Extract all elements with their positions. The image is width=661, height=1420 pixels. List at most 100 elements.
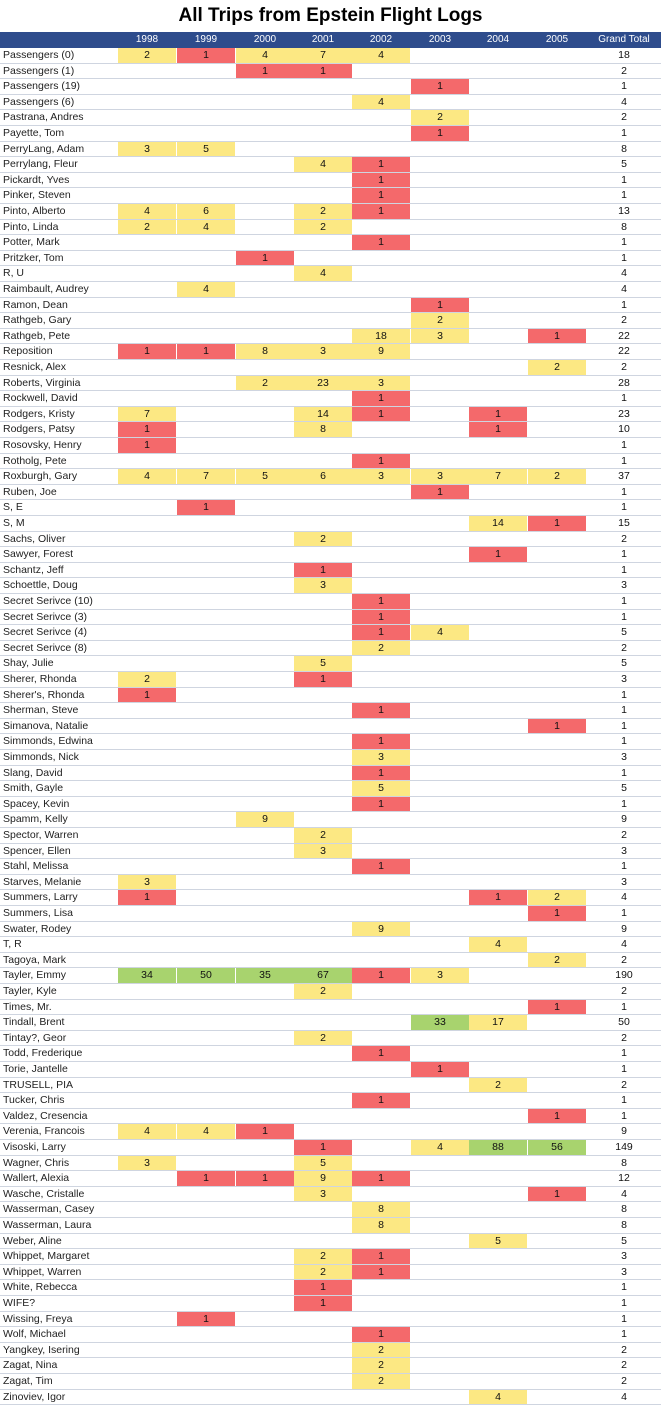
value-cell: 1 [294,1280,352,1295]
value-cell: 3 [352,375,410,391]
value-cell: 6 [177,204,235,219]
grand-total-cell: 1 [621,1281,627,1294]
grand-total-cell: 9 [621,1125,627,1138]
grand-total-cell: 1 [621,1063,627,1075]
grand-total-cell: 5 [621,1234,627,1247]
grand-total-cell: 3 [621,673,627,685]
grand-total-cell: 2 [621,953,627,966]
row-label: Tintay?, Geor [3,1031,67,1044]
value-cell: 4 [411,625,469,640]
value-cell: 4 [118,469,176,484]
grand-total-cell: 23 [618,407,630,420]
row-label: Stahl, Melissa [3,860,69,873]
table-row: Whippet, Warren 2 1 3 [0,1264,661,1281]
row-label: Reposition [3,345,53,358]
row-label: S, E [3,501,23,514]
value-cell: 4 [118,204,176,219]
table-row: Torie, Jantelle 1 1 [0,1062,661,1078]
grand-total-cell: 1 [621,735,627,748]
table-row: Spencer, Ellen 3 3 [0,843,661,860]
grand-total-cell: 190 [615,969,633,982]
table-row: Swater, Rodey 9 9 [0,921,661,938]
table-row: Secret Serivce (8) 2 2 [0,640,661,657]
grand-total-cell: 1 [621,1047,627,1060]
row-label: Todd, Frederique [3,1047,83,1060]
table-row: Slang, David 1 1 [0,765,661,782]
grand-total-cell: 1 [621,907,627,919]
value-cell: 1 [294,562,352,578]
table-row: Zinoviev, Igor 4 4 [0,1389,661,1406]
row-label: Rathgeb, Gary [3,314,72,327]
value-cell: 1 [411,1062,469,1077]
table-row: Zagat, Tim 2 2 [0,1374,661,1390]
value-cell: 1 [411,484,469,500]
table-row: S, E 1 1 [0,500,661,516]
grand-total-cell: 8 [621,1219,627,1231]
value-cell: 3 [118,874,176,890]
value-cell: 2 [528,952,586,968]
table-row: Rathgeb, Gary 2 2 [0,313,661,329]
table-row: Passengers (1) 1 1 2 [0,63,661,80]
row-label: Passengers (19) [3,80,81,93]
value-cell: 5 [177,141,235,157]
row-label: Raimbault, Audrey [3,283,89,295]
table-row: Sherer, Rhonda 2 1 3 [0,672,661,688]
row-label: Wasserman, Casey [3,1203,95,1216]
row-label: Simmonds, Edwina [3,735,93,748]
row-label: Whippet, Warren [3,1265,82,1278]
grand-total-cell: 37 [618,470,630,483]
row-label: Tayler, Kyle [3,985,57,997]
table-row: Smith, Gayle 5 5 [0,781,661,797]
value-cell: 1 [528,1108,586,1124]
row-label: Rotholg, Pete [3,454,67,467]
value-cell: 3 [411,469,469,484]
grand-total-cell: 1 [621,1109,627,1122]
table-row: Ruben, Joe 1 1 [0,484,661,501]
value-cell: 14 [469,516,527,531]
value-cell: 1 [411,126,469,141]
row-label: Secret Serivce (3) [3,610,88,623]
table-row: Stahl, Melissa 1 1 [0,859,661,875]
grand-total-cell: 2 [621,1031,627,1044]
value-cell: 4 [177,219,235,235]
column-header-2003: 2003 [428,34,452,45]
value-cell: 1 [352,968,410,983]
value-cell: 5 [236,469,294,484]
table-row: Secret Serivce (3) 1 1 [0,609,661,626]
value-cell: 1 [352,1046,410,1061]
grand-total-cell: 3 [621,875,627,888]
column-header-2004: 2004 [486,34,510,45]
value-cell: 2 [294,204,352,219]
table-row: Wallert, Alexia 1 1 9 1 12 [0,1171,661,1187]
table-row: Sherman, Steve 1 1 [0,703,661,719]
grand-total-cell: 3 [621,1250,627,1263]
table-row: Sherer's, Rhonda 1 1 [0,687,661,704]
table-row: Simanova, Natalie 1 1 [0,718,661,735]
grand-total-cell: 1 [621,797,627,810]
value-cell: 50 [177,968,235,983]
row-label: Wasserman, Laura [3,1219,92,1231]
table-row: Passengers (6) 4 4 [0,94,661,111]
table-row: T, R 4 4 [0,937,661,953]
row-label: Sherer, Rhonda [3,673,77,685]
table-row: Wolf, Michael 1 1 [0,1327,661,1343]
table-row: Whippet, Margaret 2 1 3 [0,1249,661,1265]
value-cell: 56 [528,1140,586,1155]
table-row: Roberts, Virginia 2 23 3 28 [0,375,661,392]
value-cell: 3 [352,750,410,765]
value-cell: 1 [469,422,527,437]
value-cell: 4 [294,157,352,172]
value-cell: 1 [528,718,586,734]
grand-total-cell: 1 [621,595,627,607]
grand-total-cell: 22 [618,329,630,342]
row-label: Passengers (6) [3,95,75,108]
value-cell: 3 [118,1155,176,1171]
value-cell: 2 [411,110,469,125]
table-row: Visoski, Larry 1 4 88 56 149 [0,1140,661,1156]
header-bar [118,32,661,48]
row-label: Summers, Lisa [3,907,74,919]
grand-total-cell: 1 [621,563,627,576]
value-cell: 1 [352,406,410,422]
grand-total-cell: 4 [621,891,627,904]
value-cell: 2 [352,640,410,656]
